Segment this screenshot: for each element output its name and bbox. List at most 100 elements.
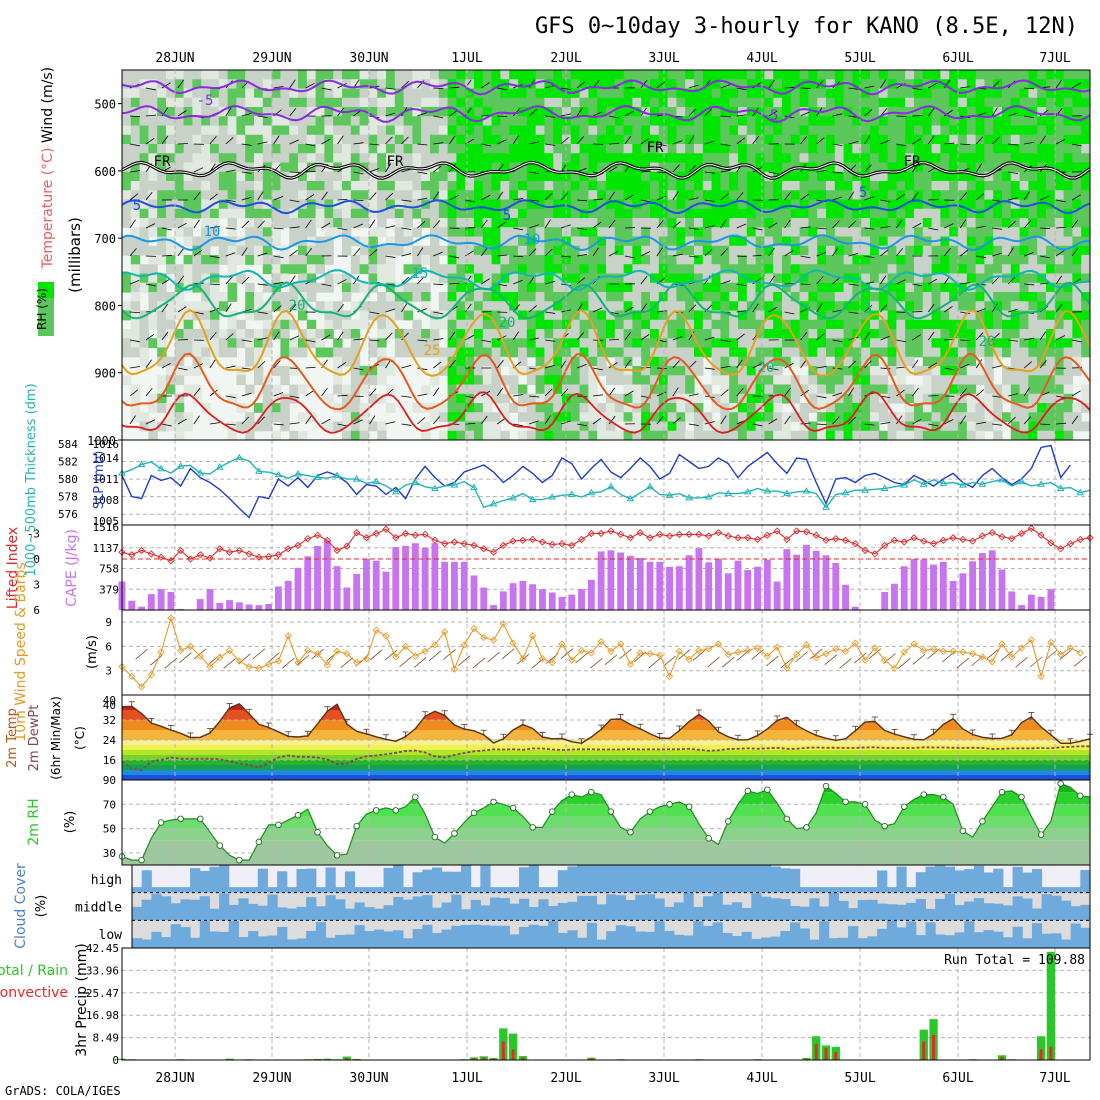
rh-cell <box>782 79 792 90</box>
rh-cell <box>447 292 457 302</box>
rh-cell <box>491 393 501 404</box>
wind-barb <box>880 139 890 145</box>
rh-cell <box>852 181 862 191</box>
rh-cell <box>518 310 528 321</box>
rh-cell <box>465 384 475 395</box>
rh-cell <box>896 329 906 339</box>
rh-cell <box>790 236 801 247</box>
rh-cell <box>271 329 281 339</box>
rh-cell <box>465 70 475 80</box>
rh-cell <box>465 292 475 302</box>
rh-cell <box>342 292 352 302</box>
wind-barb <box>896 389 905 397</box>
rh-cell <box>1081 393 1090 404</box>
rh-cell <box>606 70 616 80</box>
rh-cell <box>474 162 484 173</box>
rh-cell <box>993 116 1003 127</box>
rh-cell <box>1063 282 1073 293</box>
wind-barb <box>672 360 680 369</box>
rh-cell <box>157 199 167 210</box>
rh-cell <box>465 375 475 386</box>
rh-cell <box>174 116 185 127</box>
rh-cell <box>201 356 211 367</box>
rh-cell <box>940 153 950 164</box>
rh-cell <box>1037 292 1047 302</box>
contour-label: 20 <box>499 315 516 331</box>
rh-cell <box>676 310 686 321</box>
rh-cell <box>940 264 950 275</box>
rh-cell <box>298 282 308 293</box>
rh-cell <box>509 218 519 228</box>
rh-cell <box>350 107 361 117</box>
rh-cell <box>192 107 202 117</box>
rh-cell <box>377 264 387 275</box>
rh-cell <box>130 412 141 423</box>
rh-cell <box>931 227 941 238</box>
rh-cell <box>236 97 246 108</box>
rh-cell <box>1028 227 1038 238</box>
temperature-contour <box>122 308 1090 377</box>
rh-cell <box>139 338 149 349</box>
rh-cell <box>773 319 783 330</box>
rh-cell <box>130 393 141 404</box>
wind-barb <box>736 192 744 201</box>
wind-barb <box>433 251 443 257</box>
rh-cell <box>975 162 985 173</box>
rh-cell <box>500 116 510 127</box>
rh-cell <box>1063 319 1073 330</box>
wind-barb <box>401 364 412 369</box>
rh-cell <box>315 264 325 275</box>
rh-cell <box>324 273 334 284</box>
rh-cell <box>544 403 554 413</box>
rh-cell <box>289 116 299 127</box>
rh-cell <box>421 282 431 293</box>
rh-cell <box>289 79 299 90</box>
rh-cell <box>174 190 185 201</box>
rh-cell <box>887 310 897 321</box>
rh-cell <box>535 255 545 265</box>
rh-cell <box>702 264 713 275</box>
rh-cell <box>949 116 959 127</box>
rh-cell <box>1037 384 1047 395</box>
rh-cell <box>570 319 581 330</box>
wind-barb <box>433 115 444 119</box>
rh-cell <box>174 107 185 117</box>
rh-cell <box>1028 338 1038 349</box>
rh-cell <box>1037 255 1047 265</box>
rh-cell <box>1063 412 1073 423</box>
rh-cell <box>553 319 563 330</box>
rh-cell <box>491 236 501 247</box>
rh-cell <box>394 88 405 99</box>
wind-barb <box>401 80 410 89</box>
rh-cell <box>975 421 985 432</box>
rh-cell <box>729 208 739 219</box>
rh-cell <box>993 236 1003 247</box>
rh-cell <box>975 97 985 108</box>
rh-cell <box>887 190 897 201</box>
rh-cell <box>641 356 651 367</box>
rh-cell <box>491 153 501 164</box>
rh-cell <box>949 125 959 136</box>
rh-cell <box>658 356 669 367</box>
rh-cell <box>641 171 651 182</box>
rh-cell <box>1019 301 1029 312</box>
rh-cell <box>245 116 255 127</box>
wind-barb <box>943 79 951 89</box>
rh-cell <box>1072 162 1082 173</box>
rh-cell <box>1010 430 1021 440</box>
rh-cell <box>377 107 387 117</box>
wind-barb <box>672 191 679 201</box>
rh-cell <box>667 153 677 164</box>
rh-cell <box>526 236 537 247</box>
rh-cell <box>782 412 792 423</box>
rh-cell <box>597 421 607 432</box>
rh-cell <box>544 199 554 210</box>
wind-barb <box>992 365 1003 369</box>
rh-cell <box>782 227 792 238</box>
rh-cell <box>588 70 598 80</box>
rh-cell <box>482 162 493 173</box>
rh-cell <box>482 70 493 80</box>
rh-cell <box>518 97 528 108</box>
rh-cell <box>843 319 853 330</box>
rh-cell <box>676 430 686 440</box>
